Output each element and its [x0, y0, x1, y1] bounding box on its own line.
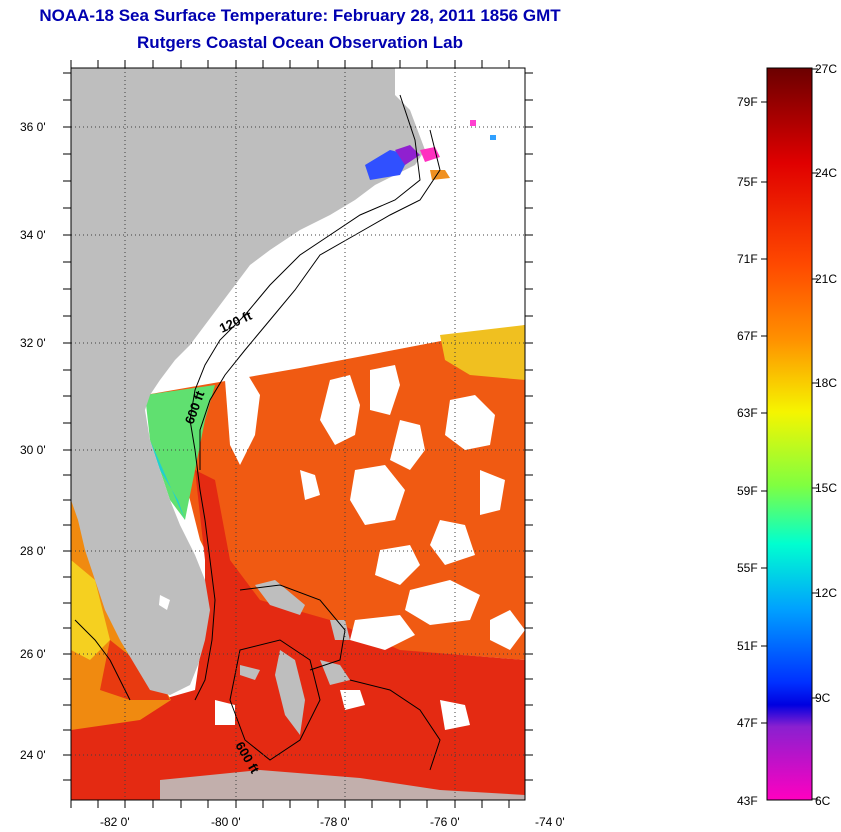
map-tick-marks — [63, 60, 533, 808]
bahamas-islands — [159, 580, 350, 735]
cb-f-43: 43F — [737, 794, 758, 808]
lat-label-24: 24 0' — [20, 748, 46, 762]
cb-c-9: 9C — [815, 691, 831, 705]
cb-c-18: 18C — [815, 376, 837, 390]
latitude-labels: 36 0' 34 0' 32 0' 30 0' 28 0' 26 0' 24 0… — [20, 120, 46, 762]
cb-c-27: 27C — [815, 62, 837, 76]
map-border — [70, 67, 526, 801]
sst-gulf-yellow — [71, 560, 110, 660]
cb-c-12: 12C — [815, 586, 837, 600]
colorbar-fahrenheit-labels: 79F 75F 71F 67F 63F 59F 55F 51F 47F 43F — [737, 95, 758, 808]
cb-f-55: 55F — [737, 561, 758, 575]
lon-label-74: -74 0' — [535, 815, 565, 829]
lat-label-30: 30 0' — [20, 443, 46, 457]
lat-label-32: 32 0' — [20, 336, 46, 350]
bathymetry-contours — [74, 94, 441, 771]
sst-cool-coast-2 — [150, 440, 185, 520]
lon-label-76: -76 0' — [430, 815, 460, 829]
cb-f-59: 59F — [737, 484, 758, 498]
lat-label-26: 26 0' — [20, 647, 46, 661]
sst-swath-red — [71, 470, 525, 800]
land-cuba — [160, 770, 525, 800]
lat-label-34: 34 0' — [20, 228, 46, 242]
cb-c-24: 24C — [815, 166, 837, 180]
lat-label-36: 36 0' — [20, 120, 46, 134]
map-subtitle: Rutgers Coastal Ocean Observation Lab — [137, 33, 463, 52]
lon-label-82: -82 0' — [100, 815, 130, 829]
lon-label-78: -78 0' — [320, 815, 350, 829]
map-title: NOAA-18 Sea Surface Temperature: Februar… — [39, 6, 561, 25]
cb-f-75: 75F — [737, 175, 758, 189]
outer-banks-sst — [365, 120, 496, 180]
cb-c-15: 15C — [815, 481, 837, 495]
colorbar-celsius-labels: 27C 24C 21C 18C 15C 12C 9C 6C — [815, 62, 837, 808]
land-us-east-coast — [71, 68, 425, 695]
cb-c-6: 6C — [815, 794, 831, 808]
sst-cool-coast — [145, 385, 215, 520]
colorbar-ticks — [761, 68, 818, 800]
cb-c-21: 21C — [815, 272, 837, 286]
cb-f-51: 51F — [737, 639, 758, 653]
sst-swath-yellow — [440, 325, 525, 380]
cb-f-63: 63F — [737, 406, 758, 420]
cloud-patches — [215, 365, 525, 730]
cb-f-67: 67F — [737, 329, 758, 343]
cb-f-71: 71F — [737, 252, 758, 266]
colorbar — [766, 67, 813, 801]
cb-f-79: 79F — [737, 95, 758, 109]
map-layers — [71, 68, 525, 800]
lon-label-80: -80 0' — [211, 815, 241, 829]
lat-label-28: 28 0' — [20, 544, 46, 558]
cb-f-47: 47F — [737, 716, 758, 730]
longitude-labels: -82 0' -80 0' -78 0' -76 0' -74 0' — [100, 815, 565, 829]
